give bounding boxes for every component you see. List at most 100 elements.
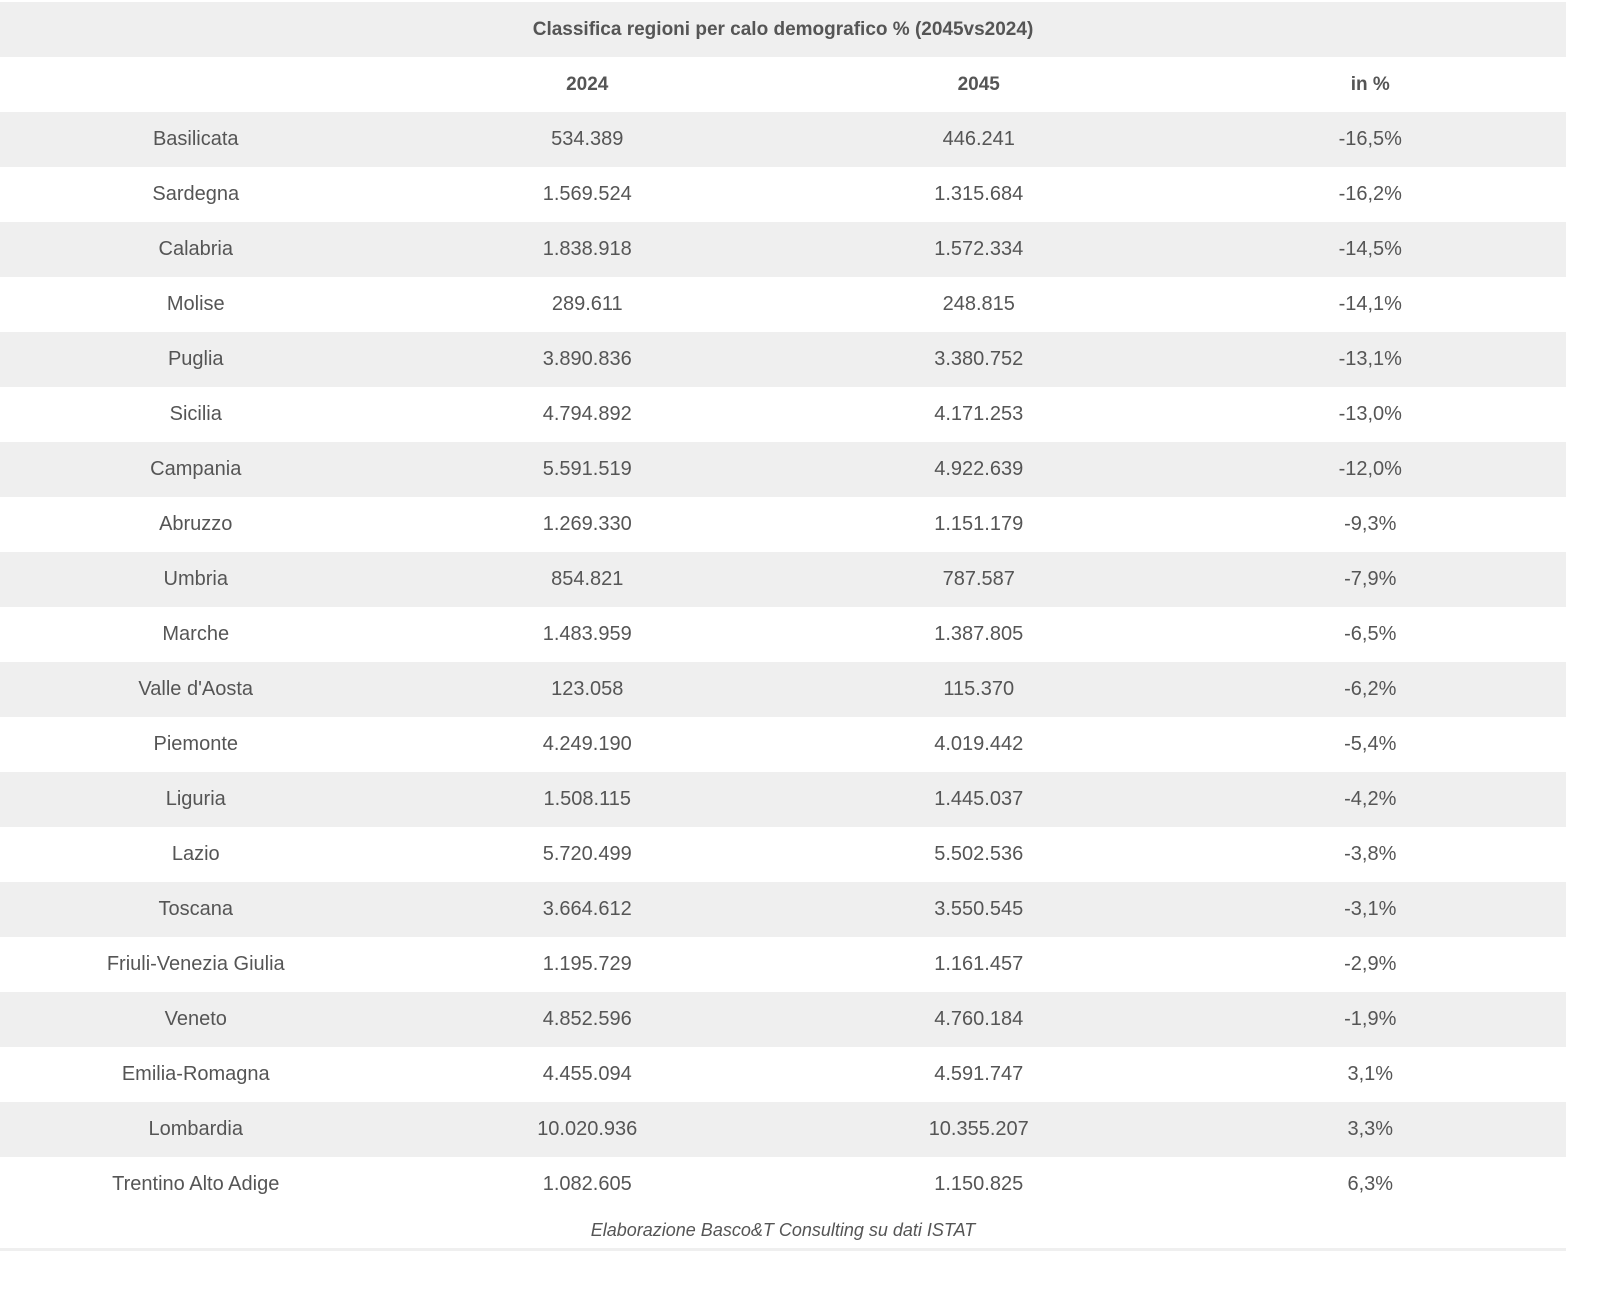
region-cell: Trentino Alto Adige [0, 1157, 392, 1212]
value-2045-cell: 1.150.825 [783, 1157, 1175, 1212]
table-row: Piemonte 4.249.190 4.019.442 -5,4% [0, 717, 1566, 772]
data-table-widget: Classifica regioni per calo demografico … [0, 2, 1566, 1251]
value-2045-cell: 115.370 [783, 662, 1175, 717]
percent-change-cell: -13,1% [1174, 332, 1566, 387]
header-region [0, 57, 392, 112]
table-row: Lombardia 10.020.936 10.355.207 3,3% [0, 1102, 1566, 1157]
table-row: Emilia-Romagna 4.455.094 4.591.747 3,1% [0, 1047, 1566, 1102]
percent-change-cell: 3,1% [1174, 1047, 1566, 1102]
value-2045-cell: 1.151.179 [783, 497, 1175, 552]
table-row: Abruzzo 1.269.330 1.151.179 -9,3% [0, 497, 1566, 552]
value-2024-cell: 4.852.596 [391, 992, 783, 1047]
region-cell: Basilicata [0, 112, 392, 167]
table-row: Basilicata 534.389 446.241 -16,5% [0, 112, 1566, 167]
value-2045-cell: 446.241 [783, 112, 1175, 167]
value-2045-cell: 3.380.752 [783, 332, 1175, 387]
value-2024-cell: 1.569.524 [391, 167, 783, 222]
value-2024-cell: 534.389 [391, 112, 783, 167]
value-2024-cell: 1.195.729 [391, 937, 783, 992]
percent-change-cell: -6,2% [1174, 662, 1566, 717]
value-2045-cell: 4.922.639 [783, 442, 1175, 497]
region-cell: Lazio [0, 827, 392, 882]
value-2024-cell: 123.058 [391, 662, 783, 717]
header-row: 2024 2045 in % [0, 57, 1566, 112]
region-cell: Lombardia [0, 1102, 392, 1157]
percent-change-cell: -13,0% [1174, 387, 1566, 442]
value-2024-cell: 1.269.330 [391, 497, 783, 552]
value-2024-cell: 1.838.918 [391, 222, 783, 277]
table-row: Valle d'Aosta 123.058 115.370 -6,2% [0, 662, 1566, 717]
table-row: Veneto 4.852.596 4.760.184 -1,9% [0, 992, 1566, 1047]
value-2024-cell: 1.082.605 [391, 1157, 783, 1212]
value-2024-cell: 10.020.936 [391, 1102, 783, 1157]
value-2024-cell: 3.664.612 [391, 882, 783, 937]
percent-change-cell: 6,3% [1174, 1157, 1566, 1212]
value-2045-cell: 1.445.037 [783, 772, 1175, 827]
table-row: Liguria 1.508.115 1.445.037 -4,2% [0, 772, 1566, 827]
region-cell: Emilia-Romagna [0, 1047, 392, 1102]
percent-change-cell: -5,4% [1174, 717, 1566, 772]
header-percent: in % [1174, 57, 1566, 112]
value-2045-cell: 787.587 [783, 552, 1175, 607]
percent-change-cell: -1,9% [1174, 992, 1566, 1047]
percent-change-cell: -9,3% [1174, 497, 1566, 552]
value-2045-cell: 4.019.442 [783, 717, 1175, 772]
percent-change-cell: -16,5% [1174, 112, 1566, 167]
table-row: Campania 5.591.519 4.922.639 -12,0% [0, 442, 1566, 497]
value-2024-cell: 3.890.836 [391, 332, 783, 387]
table-row: Puglia 3.890.836 3.380.752 -13,1% [0, 332, 1566, 387]
value-2045-cell: 3.550.545 [783, 882, 1175, 937]
value-2024-cell: 5.720.499 [391, 827, 783, 882]
table-row: Toscana 3.664.612 3.550.545 -3,1% [0, 882, 1566, 937]
value-2024-cell: 289.611 [391, 277, 783, 332]
region-cell: Liguria [0, 772, 392, 827]
percent-change-cell: 3,3% [1174, 1102, 1566, 1157]
value-2024-cell: 5.591.519 [391, 442, 783, 497]
region-cell: Piemonte [0, 717, 392, 772]
table-row: Marche 1.483.959 1.387.805 -6,5% [0, 607, 1566, 662]
percent-change-cell: -3,1% [1174, 882, 1566, 937]
table-row: Sicilia 4.794.892 4.171.253 -13,0% [0, 387, 1566, 442]
table-row: Molise 289.611 248.815 -14,1% [0, 277, 1566, 332]
region-cell: Friuli-Venezia Giulia [0, 937, 392, 992]
region-cell: Campania [0, 442, 392, 497]
percent-change-cell: -16,2% [1174, 167, 1566, 222]
table-row: Trentino Alto Adige 1.082.605 1.150.825 6,3… [0, 1157, 1566, 1212]
value-2045-cell: 4.171.253 [783, 387, 1175, 442]
value-2045-cell: 248.815 [783, 277, 1175, 332]
region-cell: Puglia [0, 332, 392, 387]
value-2024-cell: 1.508.115 [391, 772, 783, 827]
value-2045-cell: 1.315.684 [783, 167, 1175, 222]
table-caption: Elaborazione Basco&T Consulting su dati … [0, 1212, 1566, 1251]
value-2045-cell: 1.161.457 [783, 937, 1175, 992]
table-row: Friuli-Venezia Giulia 1.195.729 1.161.457-… [0, 937, 1566, 992]
region-cell: Calabria [0, 222, 392, 277]
value-2024-cell: 854.821 [391, 552, 783, 607]
region-cell: Sardegna [0, 167, 392, 222]
value-2024-cell: 4.794.892 [391, 387, 783, 442]
percent-change-cell: -7,9% [1174, 552, 1566, 607]
percent-change-cell: -14,1% [1174, 277, 1566, 332]
region-cell: Valle d'Aosta [0, 662, 392, 717]
regions-table: 2024 2045 in % Basilicata 534.389 446.241-… [0, 57, 1566, 1212]
value-2045-cell: 10.355.207 [783, 1102, 1175, 1157]
percent-change-cell: -2,9% [1174, 937, 1566, 992]
table-row: Sardegna 1.569.524 1.315.684 -16,2% [0, 167, 1566, 222]
value-2024-cell: 4.455.094 [391, 1047, 783, 1102]
region-cell: Toscana [0, 882, 392, 937]
table-row: Umbria 854.821 787.587 -7,9% [0, 552, 1566, 607]
region-cell: Umbria [0, 552, 392, 607]
percent-change-cell: -3,8% [1174, 827, 1566, 882]
value-2045-cell: 4.760.184 [783, 992, 1175, 1047]
table-row: Calabria 1.838.918 1.572.334 -14,5% [0, 222, 1566, 277]
value-2024-cell: 1.483.959 [391, 607, 783, 662]
value-2045-cell: 5.502.536 [783, 827, 1175, 882]
region-cell: Sicilia [0, 387, 392, 442]
percent-change-cell: -14,5% [1174, 222, 1566, 277]
value-2045-cell: 4.591.747 [783, 1047, 1175, 1102]
value-2045-cell: 1.572.334 [783, 222, 1175, 277]
value-2024-cell: 4.249.190 [391, 717, 783, 772]
percent-change-cell: -4,2% [1174, 772, 1566, 827]
region-cell: Marche [0, 607, 392, 662]
header-2024: 2024 [391, 57, 783, 112]
